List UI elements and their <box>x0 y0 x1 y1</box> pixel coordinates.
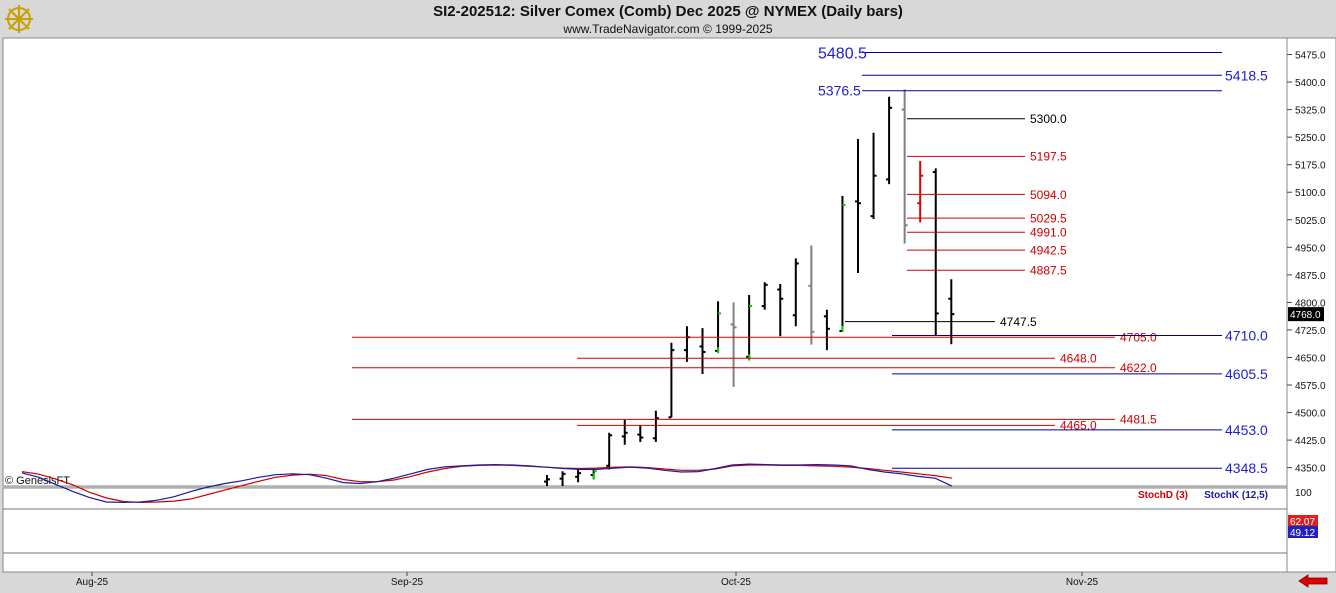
x-axis-tick-label: Sep-25 <box>391 577 424 588</box>
x-axis-tick-label: Oct-25 <box>721 577 751 588</box>
y-axis-tick-label: 4950.0 <box>1295 243 1326 254</box>
y-axis-tick-label: 4800.0 <box>1295 298 1326 309</box>
y-axis-tick-label: 5250.0 <box>1295 133 1326 144</box>
y-axis-tick-label: 5475.0 <box>1295 51 1326 62</box>
level-label: 4481.5 <box>1120 413 1157 427</box>
level-label: 4622.0 <box>1120 361 1157 375</box>
level-label: 5094.0 <box>1030 188 1067 202</box>
level-label: 4887.5 <box>1030 264 1067 278</box>
red-left-arrow-icon[interactable] <box>1298 574 1328 588</box>
y-axis-tick-label: 4650.0 <box>1295 353 1326 364</box>
y-axis-panel <box>1286 37 1336 573</box>
level-label: 4710.0 <box>1225 327 1268 343</box>
stoch-legend-d: StochD (3) <box>1138 490 1188 501</box>
stoch-last-value: 49.12 <box>1290 528 1315 539</box>
y-axis-tick-label: 5400.0 <box>1295 78 1326 89</box>
y-axis-tick-label: 4425.0 <box>1295 436 1326 447</box>
stoch-axis-label: 100 <box>1295 488 1312 499</box>
y-axis-tick-label: 4875.0 <box>1295 271 1326 282</box>
level-label: 5029.5 <box>1030 211 1067 225</box>
price-panel <box>2 37 1288 487</box>
chart-title: SI2-202512: Silver Comex (Comb) Dec 2025… <box>433 3 903 20</box>
level-label: 4453.0 <box>1225 422 1268 438</box>
level-label: 4705.0 <box>1120 331 1157 345</box>
stochastic-panel <box>2 487 1288 573</box>
y-axis-tick-label: 5175.0 <box>1295 161 1326 172</box>
level-label: 4465.0 <box>1060 419 1097 433</box>
x-axis-tick-label: Aug-25 <box>76 577 109 588</box>
y-axis-tick-label: 4500.0 <box>1295 409 1326 420</box>
y-axis-tick-label: 5325.0 <box>1295 106 1326 117</box>
level-label: 5300.0 <box>1030 112 1067 126</box>
chart-subtitle: www.TradeNavigator.com © 1999-2025 <box>563 22 773 36</box>
y-axis-tick-label: 4350.0 <box>1295 464 1326 475</box>
ship-wheel-logo-icon <box>3 3 35 35</box>
stoch-last-badge <box>1288 526 1318 538</box>
level-label: 5480.5 <box>818 45 867 62</box>
x-axis-tick-label: Nov-25 <box>1066 577 1099 588</box>
level-label: 5418.5 <box>1225 67 1268 83</box>
level-label: 4942.5 <box>1030 243 1067 257</box>
y-axis-tick-label: 5100.0 <box>1295 188 1326 199</box>
y-axis-tick-label: 5025.0 <box>1295 216 1326 227</box>
level-label: 5376.5 <box>818 83 861 99</box>
y-axis-tick-label: 4575.0 <box>1295 381 1326 392</box>
last-price-badge <box>1288 307 1324 322</box>
stoch-last-badge <box>1288 515 1318 527</box>
last-price-label: 4768.0 <box>1290 310 1321 321</box>
level-label: 5197.5 <box>1030 150 1067 164</box>
level-label: 4605.5 <box>1225 366 1268 382</box>
y-axis-tick-label: 4725.0 <box>1295 326 1326 337</box>
level-label: 4348.5 <box>1225 460 1268 476</box>
stoch-legend-k: StochK (12,5) <box>1204 490 1268 501</box>
level-label: 4648.0 <box>1060 352 1097 366</box>
stoch-series-line <box>21 463 953 504</box>
level-label: 4991.0 <box>1030 226 1067 240</box>
stoch-last-value: 62.07 <box>1290 517 1315 528</box>
level-label: 4747.5 <box>1000 315 1037 329</box>
